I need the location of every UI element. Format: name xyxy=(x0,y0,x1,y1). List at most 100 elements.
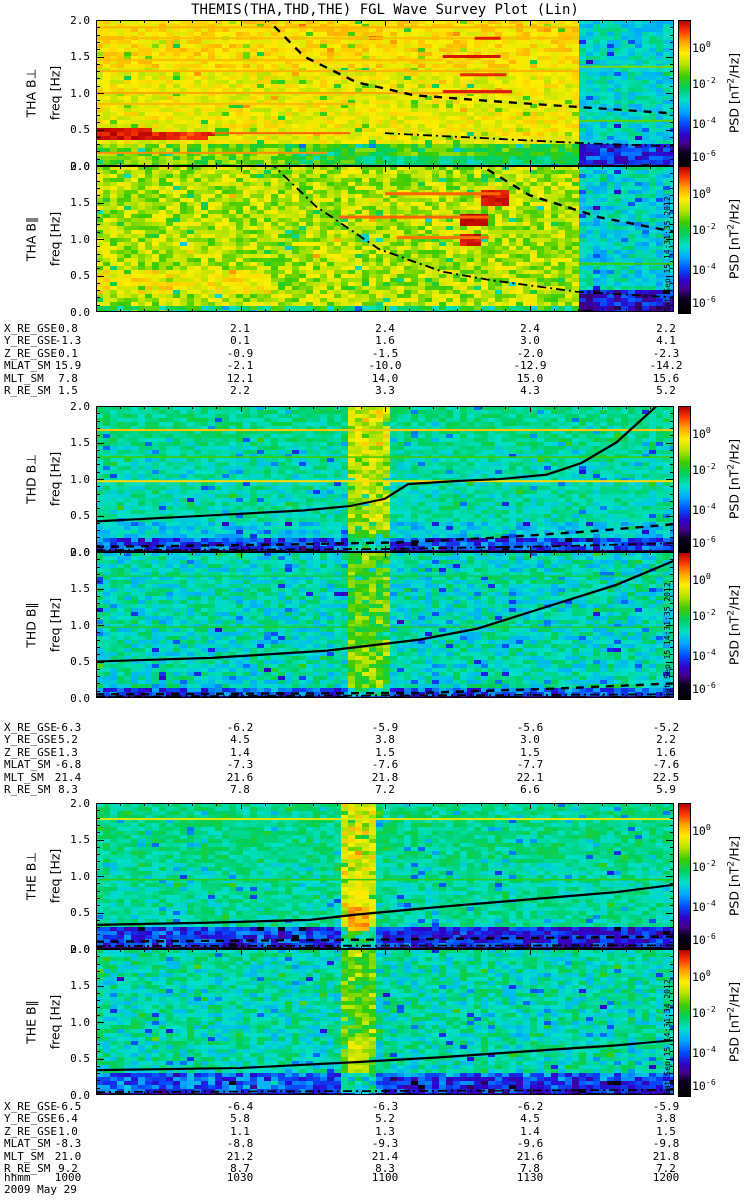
colorbar-tick-label: 10-4 xyxy=(692,1043,716,1060)
freq-tick-label: 1.5 xyxy=(70,50,90,63)
colorbar-tha-bpar xyxy=(678,166,691,314)
ephemeris-value: -0.9 xyxy=(226,346,254,360)
ephemeris-label: Z_RE_GSE xyxy=(4,1124,57,1138)
freq-tick-label: 2.0 xyxy=(70,942,90,956)
freq-tick-label: 1.0 xyxy=(70,86,90,100)
ephemeris-label: MLT_SM xyxy=(4,770,44,784)
ephemeris-value: 1.1 xyxy=(230,1124,250,1138)
ephemeris-value: -9.8 xyxy=(652,1137,680,1151)
ephemeris-label: X_RE_GSE xyxy=(4,322,57,335)
time-tick-value: 1130 xyxy=(516,1171,544,1184)
ephemeris-value: 15.6 xyxy=(652,371,680,385)
freq-tick-label: 1.5 xyxy=(70,196,90,209)
ephemeris-value: 1.6 xyxy=(656,745,676,759)
ephemeris-value: 5.9 xyxy=(656,783,676,796)
ephemeris-value: 5.2 xyxy=(656,384,676,397)
ephemeris-value: -6.5 xyxy=(54,1100,82,1113)
time-tick-value: 1000 xyxy=(54,1171,82,1184)
ephemeris-value: 7.8 xyxy=(230,783,250,796)
ephemeris-value: 15.9 xyxy=(54,359,82,373)
ephemeris-value: 2.4 xyxy=(375,322,395,335)
spectrogram-thd-bpar xyxy=(96,552,674,698)
ephemeris-row-the-r_re_sm: R_RE_SM 9.2 8.7 8.3 7.8 7.2 xyxy=(0,1163,750,1175)
ephemeris-value: 2.2 xyxy=(656,322,676,335)
ephemeris-label: Z_RE_GSE xyxy=(4,346,57,360)
ephemeris-value: 3.0 xyxy=(520,733,540,747)
ephemeris-value: -5.9 xyxy=(652,1100,680,1113)
ephemeris-row-the-y_re_gse: Y_RE_GSE 6.4 5.8 5.2 4.5 3.8 xyxy=(0,1113,750,1125)
psd-axis-label-the-bpar: PSD [nT2/Hz] xyxy=(726,981,742,1063)
ephemeris-value: 8.3 xyxy=(58,783,78,796)
panel-label-the-bpar: THE B∥ xyxy=(23,1000,39,1044)
freq-tick-label: 0.0 xyxy=(70,159,90,173)
colorbar-tick-label: 100 xyxy=(692,424,711,441)
colorbar-tick-label: 10-6 xyxy=(692,294,716,311)
colorbar-tick-label: 100 xyxy=(692,570,711,587)
ephemeris-value: 9.2 xyxy=(58,1162,78,1175)
ephemeris-value: 1.5 xyxy=(656,1124,676,1138)
ephemeris-value: 3.8 xyxy=(656,1112,676,1126)
ephemeris-value: 6.6 xyxy=(520,783,540,796)
ephemeris-value: -6.2 xyxy=(516,1100,544,1113)
ephemeris-value: 21.8 xyxy=(371,770,399,784)
freq-tick-label: 0.0 xyxy=(70,691,90,705)
panel-label-the-bperp: THE B⊥ xyxy=(23,851,39,901)
colorbar-tick-label: 100 xyxy=(692,821,711,838)
colorbar-tick-label: 10-4 xyxy=(692,260,716,277)
spectrogram-the-bpar xyxy=(96,949,674,1095)
ephemeris-value: 1.0 xyxy=(58,1124,78,1138)
ephemeris-value: 1.6 xyxy=(375,334,395,348)
colorbar-tick-label: 10-2 xyxy=(692,221,716,238)
colorbar-tick-label: 10-4 xyxy=(692,500,716,517)
ephemeris-value: -12.9 xyxy=(513,359,547,373)
spectrogram-tha-bperp xyxy=(96,20,674,166)
ephemeris-value: 1.5 xyxy=(520,745,540,759)
ephemeris-value: -9.3 xyxy=(371,1137,399,1151)
colorbar-tha-bperp xyxy=(678,20,691,168)
ephemeris-label: R_RE_SM xyxy=(4,783,51,796)
freq-tick-label: 2.0 xyxy=(70,159,90,173)
ephemeris-row-the-x_re_gse: X_RE_GSE -6.5 -6.4 -6.3 -6.2 -5.9 xyxy=(0,1101,750,1113)
ephemeris-row-thd-mlt_sm: MLT_SM 21.4 21.6 21.8 22.1 22.5 xyxy=(0,770,750,784)
freq-tick-label: 0.0 xyxy=(70,942,90,956)
freq-tick-label: 2.0 xyxy=(70,13,90,27)
ephemeris-value: 5.2 xyxy=(58,733,78,747)
freq-tick-label: 0.0 xyxy=(70,1088,90,1102)
psd-axis-label-thd-bperp: PSD [nT2/Hz] xyxy=(726,438,742,520)
ephemeris-value: 1.4 xyxy=(230,745,250,759)
colorbar-tick-label: 100 xyxy=(692,38,711,55)
colorbar-tick-label: 100 xyxy=(692,184,711,201)
render-timestamp-tha: Sat Sep 15 14:31:35 2012 xyxy=(663,196,672,312)
ephemeris-value: 2.2 xyxy=(656,733,676,747)
freq-tick-label: 0.5 xyxy=(70,906,90,919)
ephemeris-value: -7.7 xyxy=(516,758,544,772)
colorbar-tick-label: 10-4 xyxy=(692,646,716,663)
colorbar-tick-label: 10-6 xyxy=(692,680,716,697)
ephemeris-row-thd-y_re_gse: Y_RE_GSE 5.2 4.5 3.8 3.0 2.2 xyxy=(0,734,750,746)
ephemeris-row-tha-mlat_sm: MLAT_SM 15.9 -2.1 -10.0 -12.9 -14.2 xyxy=(0,360,750,372)
ephemeris-label: MLT_SM xyxy=(4,371,44,385)
ephemeris-value: 1.5 xyxy=(58,384,78,397)
ephemeris-value: 22.1 xyxy=(516,770,544,784)
ephemeris-value: 21.0 xyxy=(54,1149,82,1163)
ephemeris-value: -2.0 xyxy=(516,346,544,360)
render-timestamp-the: Sat Sep 15 14:31:34 2012 xyxy=(663,979,672,1095)
colorbar-the-bpar xyxy=(678,949,691,1097)
ephemeris-value: 22.5 xyxy=(652,770,680,784)
freq-tick-label: 1.5 xyxy=(70,833,90,846)
ephemeris-value: 4.3 xyxy=(520,384,540,397)
ephemeris-row-tha-y_re_gse: Y_RE_GSE -1.3 0.1 1.6 3.0 4.1 xyxy=(0,335,750,347)
psd-axis-label-the-bperp: PSD [nT2/Hz] xyxy=(726,835,742,917)
ephemeris-value: 3.3 xyxy=(375,384,395,397)
ephemeris-label: R_RE_SM xyxy=(4,1162,51,1175)
ephemeris-value: 0.1 xyxy=(58,346,78,360)
colorbar-tick-label: 10-2 xyxy=(692,607,716,624)
colorbar-tick-label: 10-6 xyxy=(692,1077,716,1094)
ephemeris-value: 5.2 xyxy=(375,1112,395,1126)
ephemeris-value: 6.4 xyxy=(58,1112,78,1126)
date-label: 2009 May 29 xyxy=(4,1183,77,1196)
ephemeris-value: 1.3 xyxy=(58,745,78,759)
ephemeris-value: -6.3 xyxy=(54,721,82,734)
colorbar-the-bperp xyxy=(678,803,691,951)
